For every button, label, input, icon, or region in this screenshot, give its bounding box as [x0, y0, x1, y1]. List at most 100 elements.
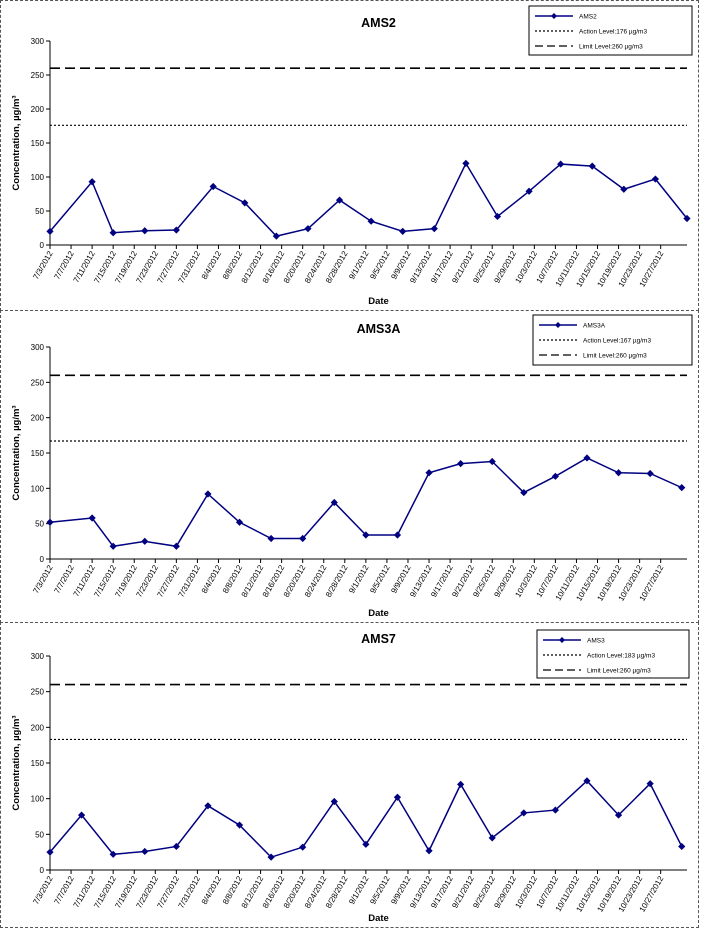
- y-tick-label: 250: [31, 71, 45, 80]
- y-tick-label: 0: [40, 866, 45, 875]
- data-point-marker: [520, 809, 528, 817]
- data-point-marker: [683, 214, 691, 223]
- chart-panel-ams2: AMS2 0 50 100 150 200 250 300 Concentration, µg/…: [0, 0, 699, 311]
- data-point-marker: [204, 802, 212, 810]
- data-point-marker: [488, 834, 496, 842]
- legend-entry-label: AMS2: [579, 14, 597, 21]
- data-point-marker: [457, 780, 465, 788]
- data-point-marker: [425, 847, 433, 855]
- legend: AMS3 Action Level:183 µg/m3 Limit Level:26…: [536, 629, 690, 679]
- chart-title: AMS3A: [357, 322, 401, 336]
- y-tick-label: 0: [40, 555, 45, 564]
- x-axis-label: Date: [368, 296, 389, 307]
- data-point-marker: [172, 226, 180, 234]
- data-point-marker: [299, 843, 307, 851]
- data-point-marker: [678, 484, 686, 492]
- x-axis-label: Date: [368, 913, 389, 924]
- data-point-marker: [109, 850, 117, 858]
- data-point-marker: [551, 472, 559, 480]
- legend-entry-label: Limit Level:260 µg/m3: [579, 44, 643, 51]
- data-point-marker: [367, 217, 375, 225]
- data-point-marker: [272, 232, 280, 240]
- data-point-marker: [335, 196, 344, 204]
- y-axis-label: Concentration, µg/m³: [11, 95, 22, 190]
- data-point-marker: [399, 227, 407, 235]
- data-point-marker: [525, 187, 533, 195]
- data-point-marker: [330, 498, 338, 507]
- legend-entry-label: AMS3A: [583, 323, 606, 330]
- series-line: [49, 161, 688, 237]
- data-point-marker: [77, 811, 86, 819]
- data-point-marker: [425, 469, 433, 477]
- legend-entry-label: Action Level:167 µg/m3: [583, 338, 651, 345]
- y-tick-label: 150: [31, 759, 45, 768]
- data-point-marker: [614, 469, 623, 477]
- chart-title: AMS7: [361, 632, 396, 646]
- data-point-marker: [209, 182, 217, 191]
- y-tick-label: 100: [31, 795, 45, 804]
- chart-title: AMS2: [361, 16, 396, 30]
- y-axis-label: Concentration, µg/m³: [11, 405, 22, 500]
- y-tick-label: 100: [31, 173, 45, 182]
- data-point-marker: [430, 225, 438, 233]
- y-tick-label: 200: [31, 105, 45, 114]
- data-point-marker: [583, 454, 591, 462]
- data-point-marker: [235, 821, 244, 829]
- data-point-marker: [462, 159, 470, 167]
- y-tick-label: 100: [31, 484, 45, 493]
- data-point-marker: [141, 537, 149, 545]
- chart-panel-ams3a: AMS3A 0 50 100 150 200 250 300 Concentration, µg…: [0, 310, 699, 623]
- x-axis-label: Date: [368, 608, 389, 619]
- legend-entry-label: Action Level:176 µg/m3: [579, 29, 647, 36]
- legend-entry-label: Limit Level:260 µg/m3: [587, 668, 651, 675]
- legend-entry-label: Limit Level:260 µg/m3: [583, 353, 647, 360]
- y-tick-label: 150: [31, 449, 45, 458]
- legend: AMS2 Action Level:176 µg/m3 Limit Level:26…: [528, 5, 693, 56]
- y-tick-label: 250: [31, 688, 45, 697]
- data-point-marker: [588, 162, 596, 170]
- data-point-marker: [557, 160, 565, 168]
- data-point-marker: [109, 542, 117, 550]
- chart-ams2: AMS2 0 50 100 150 200 250 300 Concentration, µg/…: [11, 5, 693, 307]
- data-point-marker: [304, 225, 312, 233]
- data-point-marker: [241, 199, 249, 207]
- chart-ams7: AMS7 0 50 100 150 200 250 300 Concentration, µg/…: [11, 629, 690, 924]
- data-point-marker: [393, 531, 402, 539]
- chart-ams3a: AMS3A 0 50 100 150 200 250 300 Concentration, µg…: [11, 314, 693, 619]
- data-point-marker: [141, 227, 149, 235]
- data-point-marker: [46, 227, 54, 235]
- chart-panel-ams7: AMS7 0 50 100 150 200 250 300 Concentration, µg/…: [0, 622, 699, 928]
- data-point-marker: [457, 460, 465, 468]
- y-tick-label: 150: [31, 139, 45, 148]
- data-point-marker: [678, 842, 686, 851]
- data-point-marker: [651, 175, 660, 183]
- data-point-marker: [488, 457, 496, 466]
- data-point-marker: [393, 793, 402, 801]
- data-point-marker: [620, 185, 628, 193]
- y-tick-label: 300: [31, 343, 45, 352]
- y-tick-label: 300: [31, 652, 45, 661]
- y-tick-label: 200: [31, 723, 45, 732]
- y-tick-label: 50: [35, 520, 44, 529]
- legend-swatch-marker: [559, 637, 565, 643]
- y-tick-label: 250: [31, 378, 45, 387]
- data-point-marker: [172, 542, 180, 550]
- legend-swatch-marker: [555, 322, 561, 328]
- data-point-marker: [46, 518, 54, 526]
- legend: AMS3A Action Level:167 µg/m3 Limit Level:2…: [532, 314, 693, 366]
- legend-swatch-marker: [551, 13, 557, 19]
- data-point-marker: [88, 178, 96, 186]
- legend-entry-label: Action Level:183 µg/m3: [587, 653, 655, 660]
- data-point-marker: [141, 847, 149, 856]
- data-point-marker: [493, 212, 502, 221]
- legend-entry-label: AMS3: [587, 638, 605, 645]
- y-tick-label: 50: [35, 830, 44, 839]
- y-tick-label: 50: [35, 207, 44, 216]
- data-point-marker: [109, 229, 117, 237]
- data-point-marker: [646, 469, 654, 478]
- data-point-marker: [267, 534, 275, 543]
- y-tick-label: 300: [31, 37, 45, 46]
- y-tick-label: 0: [40, 241, 45, 250]
- y-tick-label: 200: [31, 414, 45, 423]
- y-axis-label: Concentration, µg/m³: [11, 715, 22, 810]
